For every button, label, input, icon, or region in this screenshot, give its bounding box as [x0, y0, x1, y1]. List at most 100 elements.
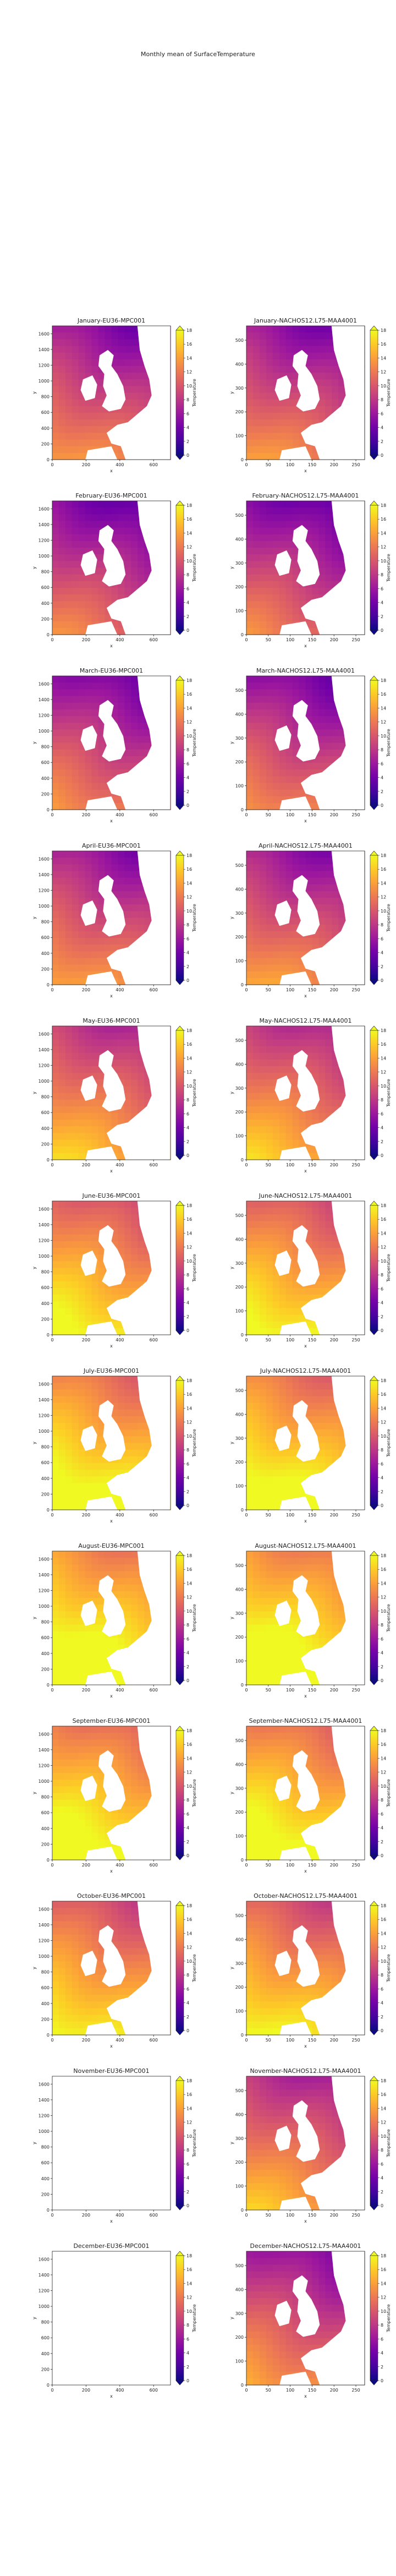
colorbar-tick-label: 18 [186, 853, 192, 858]
heatmap-cell [78, 346, 86, 353]
heatmap-cell [78, 858, 86, 865]
heatmap-cell [91, 594, 99, 602]
heatmap-cell [58, 1039, 66, 1047]
heatmap-cell [325, 877, 332, 885]
heatmap-cell [318, 1093, 326, 1100]
heatmap-cell [78, 1308, 86, 1316]
heatmap-cell [252, 1221, 260, 1229]
heatmap-cell [312, 723, 319, 730]
heatmap-cell [272, 1073, 280, 1080]
heatmap-cell [299, 439, 306, 447]
heatmap-cell [272, 864, 280, 872]
panel-title: February-EU36-MPC001 [75, 492, 147, 499]
heatmap-cell [65, 1201, 73, 1208]
colorbar-tick-label: 12 [186, 895, 192, 900]
heatmap-cell [91, 1112, 99, 1120]
heatmap-cell [118, 676, 125, 683]
y-tick-label: 200 [235, 760, 244, 765]
heatmap-cell [325, 379, 332, 386]
heatmap-cell [131, 406, 138, 413]
heatmap-cell [246, 884, 254, 892]
heatmap-cell [85, 501, 92, 508]
heatmap-cell [279, 507, 287, 515]
heatmap-cell [312, 541, 319, 548]
heatmap-cell [78, 1120, 86, 1127]
heatmap-cell [91, 1126, 99, 1133]
heatmap-cell [285, 1227, 293, 1235]
heatmap-cell [259, 1099, 267, 1107]
heatmap-cell [305, 696, 313, 703]
heatmap-cell [279, 676, 287, 683]
heatmap-cell [252, 521, 260, 528]
heatmap-cell [252, 587, 260, 595]
heatmap-cell [98, 1287, 106, 1295]
x-tick-label: 400 [116, 1338, 124, 1342]
heatmap-cell [85, 1059, 92, 1067]
heatmap-cell [259, 911, 267, 919]
heatmap-cell [246, 365, 254, 373]
heatmap-cell [65, 1281, 73, 1289]
heatmap-cell [72, 352, 79, 360]
x-tick-label: 150 [308, 987, 316, 992]
heatmap-cell [52, 426, 59, 433]
heatmap-cell [292, 676, 300, 683]
heatmap-cell [72, 756, 79, 763]
heatmap-cell [252, 601, 260, 608]
colorbar-tick-label: 18 [186, 678, 192, 683]
y-tick-label: 1000 [38, 729, 50, 734]
y-tick-label: 500 [235, 513, 244, 518]
colorbar-tick-label: 4 [186, 601, 189, 605]
heatmap-cell [305, 419, 313, 427]
heatmap-cell [91, 1106, 99, 1114]
heatmap-cell [52, 898, 59, 905]
y-tick-label: 400 [41, 951, 50, 956]
heatmap-cell [85, 1106, 92, 1114]
heatmap-cell [144, 561, 151, 569]
heatmap-cell [285, 749, 293, 757]
heatmap-cell [58, 379, 66, 386]
heatmap-cell [266, 762, 273, 770]
heatmap-cell [266, 851, 273, 858]
colorbar-tick-label: 14 [381, 531, 386, 536]
heatmap-cell [78, 951, 86, 958]
heatmap-cell [91, 1026, 99, 1033]
heatmap-cell [52, 1268, 59, 1275]
heatmap-cell [131, 918, 138, 925]
y-tick-label: 1400 [38, 1047, 50, 1052]
heatmap-cell [58, 567, 66, 575]
heatmap-cell [318, 574, 326, 582]
heatmap-cell [279, 412, 287, 420]
heatmap-cell [65, 964, 73, 972]
heatmap-cell [285, 951, 293, 958]
y-tick-label: 800 [41, 920, 50, 925]
heatmap-cell [52, 1073, 59, 1080]
heatmap-cell [78, 1281, 86, 1289]
heatmap-cell [65, 1328, 73, 1335]
heatmap-cell [52, 446, 59, 454]
heatmap-cell [65, 676, 73, 683]
heatmap-cell [252, 864, 260, 872]
heatmap-cell [318, 1046, 326, 1054]
heatmap-cell [266, 412, 273, 420]
heatmap-cell [131, 373, 138, 380]
y-axis-label: y [32, 916, 37, 919]
heatmap-cell [246, 1281, 254, 1289]
heatmap-cell [131, 904, 138, 912]
heatmap-cell [65, 951, 73, 958]
heatmap-cell [58, 729, 66, 736]
heatmap-cell [65, 452, 73, 460]
heatmap-cell [58, 931, 66, 938]
x-tick-label: 50 [266, 1338, 271, 1342]
heatmap-cell [91, 527, 99, 535]
heatmap-cell [91, 1214, 99, 1222]
heatmap-cell [131, 386, 138, 394]
heatmap-cell [246, 406, 254, 413]
heatmap-cell [252, 964, 260, 972]
x-tick-label: 600 [150, 987, 158, 992]
heatmap-cell [279, 884, 287, 892]
heatmap-cell [246, 783, 254, 790]
heatmap-cell [292, 392, 300, 400]
heatmap-cell [279, 702, 287, 710]
heatmap-cell [299, 945, 306, 952]
heatmap-cell [91, 365, 99, 373]
